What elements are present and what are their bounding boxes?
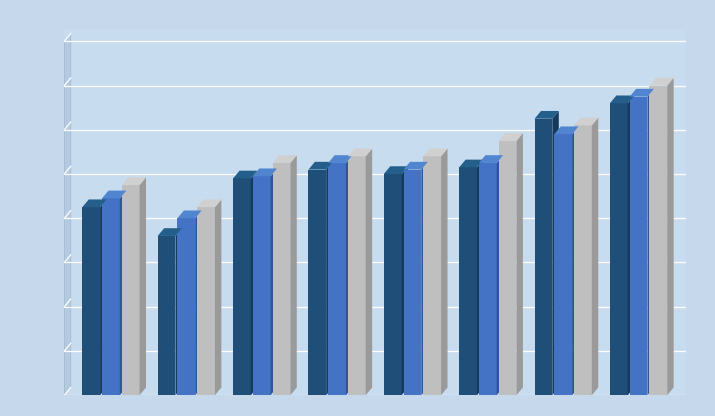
Polygon shape [82,199,107,207]
Polygon shape [384,166,408,174]
Bar [574,125,592,395]
Polygon shape [158,228,182,236]
Polygon shape [628,96,634,395]
Polygon shape [272,155,297,163]
Polygon shape [120,191,127,395]
Polygon shape [195,210,202,395]
Polygon shape [365,149,372,395]
Polygon shape [516,133,523,395]
Bar [272,163,290,395]
Bar [630,97,648,395]
Polygon shape [402,166,408,395]
Bar [308,170,326,395]
Polygon shape [552,111,559,395]
Bar [197,207,215,395]
Bar [498,141,516,395]
Bar [177,218,195,395]
Bar [233,178,251,395]
Polygon shape [175,228,182,395]
Polygon shape [139,177,146,395]
Polygon shape [177,210,202,218]
Polygon shape [498,133,523,141]
Polygon shape [648,89,654,395]
Polygon shape [290,155,297,395]
Polygon shape [233,171,257,178]
Bar [122,185,139,395]
Polygon shape [459,160,483,167]
Polygon shape [479,155,503,163]
Polygon shape [441,149,448,395]
Polygon shape [100,199,107,395]
Polygon shape [64,34,71,395]
Polygon shape [102,191,127,198]
Polygon shape [251,171,257,395]
Bar [423,156,441,395]
Bar [348,156,365,395]
Polygon shape [421,162,428,395]
Bar [328,163,346,395]
Polygon shape [308,162,332,170]
Polygon shape [554,126,578,134]
Bar [403,170,421,395]
Bar [459,167,477,395]
Bar [384,174,402,395]
Bar [253,176,270,395]
Bar [649,86,667,395]
Polygon shape [630,89,654,97]
Polygon shape [403,162,428,170]
Polygon shape [477,160,483,395]
Polygon shape [328,155,352,163]
Polygon shape [326,162,332,395]
Polygon shape [610,96,634,103]
Bar [82,207,100,395]
Polygon shape [497,155,503,395]
Bar [554,134,572,395]
Polygon shape [535,111,559,119]
Polygon shape [423,149,448,156]
Polygon shape [667,78,674,395]
Polygon shape [215,199,222,395]
Polygon shape [592,118,598,395]
Polygon shape [270,168,277,395]
Bar [102,198,120,395]
Polygon shape [572,126,578,395]
Bar [610,103,628,395]
Bar [535,119,552,395]
Polygon shape [649,78,674,86]
Polygon shape [574,118,598,125]
Polygon shape [197,199,222,207]
Bar [479,163,497,395]
Bar [158,236,175,395]
Polygon shape [346,155,352,395]
Polygon shape [122,177,146,185]
Polygon shape [348,149,372,156]
Polygon shape [253,168,277,176]
